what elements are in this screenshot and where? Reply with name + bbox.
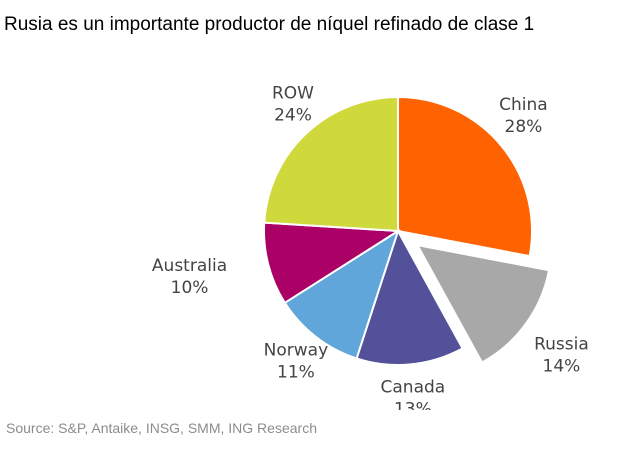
slice-value-australia: 10% <box>171 278 209 298</box>
pie-slice-norway <box>283 228 400 360</box>
slice-label-russia: Russia <box>534 335 589 355</box>
slice-value-canada: 13% <box>394 399 432 410</box>
pie-slice-canada <box>355 228 464 366</box>
pie-slice-china <box>397 95 533 258</box>
source-note: Source: S&P, Antaike, INSG, SMM, ING Res… <box>6 420 317 436</box>
slice-value-row: 24% <box>274 106 312 126</box>
pie-slice-russia <box>415 243 551 364</box>
pie-slices <box>263 95 551 366</box>
pie-slice-row <box>263 95 399 233</box>
slice-value-russia: 14% <box>543 357 581 377</box>
slice-label-australia: Australia <box>152 256 227 276</box>
slice-label-canada: Canada <box>381 377 446 397</box>
slice-value-china: 28% <box>505 117 543 137</box>
slice-label-norway: Norway <box>264 340 329 360</box>
slice-label-china: China <box>499 95 548 115</box>
slice-label-row: ROW <box>272 84 314 104</box>
chart-title: Rusia es un importante productor de níqu… <box>4 14 535 35</box>
pie-slice-australia <box>263 221 402 305</box>
slice-value-norway: 11% <box>277 362 315 382</box>
